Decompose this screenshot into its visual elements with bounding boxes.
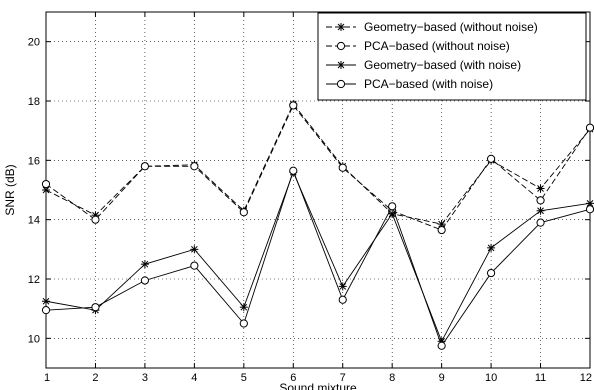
data-point [91, 303, 100, 312]
y-tick-label: 20 [28, 37, 40, 49]
data-point [388, 209, 397, 218]
series-2 [41, 101, 594, 235]
data-point [487, 243, 496, 252]
y-tick-label: 10 [28, 333, 40, 345]
data-point [190, 261, 199, 270]
legend-marker [336, 41, 346, 51]
series-line [45, 104, 591, 231]
data-point [338, 282, 347, 291]
data-point [437, 220, 446, 229]
data-point [190, 162, 199, 171]
x-axis-label: Sound mixture [279, 381, 357, 390]
legend-item: Geometry−based (with noise) [326, 58, 521, 72]
x-tick-label: 3 [142, 372, 148, 384]
legend-marker [337, 23, 345, 31]
series-3 [42, 168, 594, 346]
y-tick-label: 16 [28, 155, 40, 167]
x-tick-label: 10 [485, 372, 497, 384]
x-tick-label: 5 [241, 372, 247, 384]
y-tick-label: 18 [28, 96, 40, 108]
data-point [190, 245, 199, 254]
series-group [41, 99, 594, 350]
x-tick-label: 4 [191, 372, 197, 384]
x-tick-label: 2 [92, 372, 98, 384]
x-tick-label: 6 [290, 372, 296, 384]
data-point [536, 218, 545, 227]
legend-item: Geometry−based (without noise) [326, 20, 538, 34]
series-1 [42, 99, 594, 229]
legend-label: PCA−based (with noise) [364, 77, 493, 91]
data-point [338, 163, 347, 172]
data-point [388, 202, 397, 211]
x-tick-label: 8 [389, 372, 395, 384]
data-point [536, 196, 545, 205]
data-point [289, 101, 298, 110]
x-tick-label: 1 [44, 372, 50, 384]
legend: Geometry−based (without noise) PCA−based … [317, 12, 587, 101]
data-point [239, 319, 248, 328]
data-point [239, 208, 248, 217]
legend-marker [337, 61, 345, 69]
data-point [437, 225, 446, 235]
data-point [239, 303, 248, 312]
data-point [486, 154, 496, 163]
y-tick-label: 14 [28, 215, 40, 227]
data-point [585, 123, 594, 132]
legend-marker [336, 79, 346, 89]
legend-item: PCA−based (without noise) [326, 39, 510, 53]
data-point [338, 295, 347, 304]
data-point [585, 205, 594, 214]
x-tick-label: 9 [439, 372, 445, 384]
data-point [486, 268, 496, 278]
series-4 [41, 166, 594, 350]
legend-item: PCA−based (with noise) [326, 77, 493, 91]
series-line [45, 169, 591, 347]
y-axis-label: SNR (dB) [3, 164, 17, 215]
x-tick-label: 12 [580, 372, 592, 384]
legend-label: Geometry−based (with noise) [364, 58, 521, 72]
legend-label: Geometry−based (without noise) [364, 20, 538, 34]
data-point [140, 162, 150, 171]
data-point [41, 179, 51, 189]
x-tick-label: 11 [535, 372, 546, 384]
grid-lines [45, 12, 591, 368]
data-point [41, 306, 51, 315]
data-point [437, 341, 446, 350]
data-point [140, 260, 149, 269]
series-line [45, 103, 591, 225]
legend-label: PCA−based (without noise) [364, 39, 510, 53]
x-tick-label: 7 [340, 372, 346, 384]
data-point [140, 276, 150, 285]
data-point [536, 206, 545, 215]
y-tick-label: 12 [28, 274, 40, 286]
legend-box [317, 12, 587, 101]
data-point [91, 215, 100, 224]
data-point [42, 297, 50, 306]
data-point [536, 184, 545, 193]
data-point [289, 166, 298, 175]
series-line [45, 170, 591, 343]
